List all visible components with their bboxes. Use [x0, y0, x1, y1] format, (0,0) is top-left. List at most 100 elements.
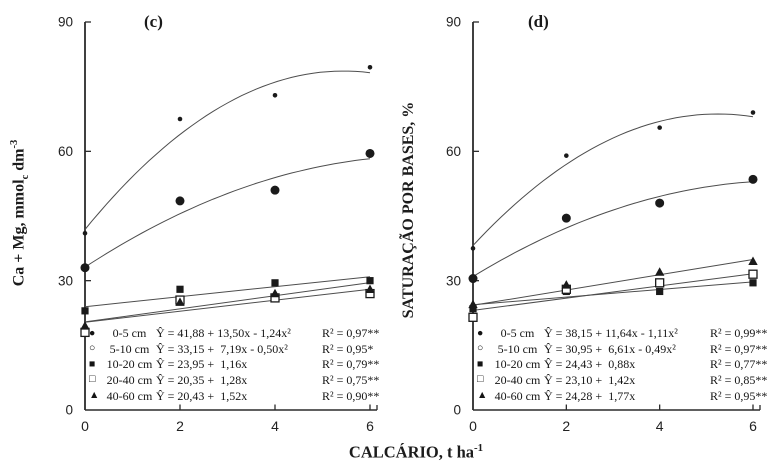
regression-line-20-40cm — [84, 288, 371, 323]
legend-depth-label: 40-60 cm — [494, 388, 541, 403]
panel-label-d: (d) — [528, 12, 549, 31]
legend-equation: Ŷ = 38,15 + 11,64x - 1,11x² — [544, 326, 678, 341]
legend-row-20-40cm: □ 20-40 cm Ŷ = 23,10 + 1,42x R² = 0,85** — [477, 373, 767, 389]
data-point-0-5cm — [470, 246, 476, 251]
data-point-0-5cm — [750, 110, 756, 115]
legend-marker-icon: ● — [89, 327, 96, 339]
legend-depth-label: 0-5 cm — [112, 326, 147, 341]
y-axis-title-d: SATURAÇÃO POR BASES, % — [400, 101, 417, 319]
x-tick-label: 2 — [562, 418, 570, 434]
data-point-5-10cm — [748, 174, 758, 184]
legend-d: ● 0-5 cm Ŷ = 38,15 + 11,64x - 1,11x² R² = 0… — [477, 326, 767, 404]
legend-equation: Ŷ = 20,43 + 1,52x — [156, 388, 248, 403]
data-point-10-20cm — [366, 277, 374, 285]
legend-depth-label: 0-5 cm — [500, 326, 535, 341]
legend-row-10-20cm: ■ 10-20 cm Ŷ = 23,95 + 1,16x R² = 0,79** — [89, 357, 379, 373]
legend-marker-icon: ▲ — [89, 389, 100, 401]
legend-marker-icon: ○ — [89, 343, 96, 355]
data-point-10-20cm — [469, 305, 477, 313]
legend-r2: R² = 0,85** — [710, 373, 768, 388]
legend-depth-label: 20-40 cm — [494, 373, 541, 388]
y-tick-label: 90 — [446, 15, 461, 30]
y-tick-label: 90 — [58, 15, 73, 30]
legend-row-0-5cm: ● 0-5 cm Ŷ = 38,15 + 11,64x - 1,11x² R² = 0… — [477, 326, 767, 342]
legend-r2: R² = 0,95** — [710, 388, 768, 403]
data-point-0-5cm — [657, 125, 662, 130]
legend-marker-icon: ▲ — [477, 389, 488, 401]
legend-equation: Ŷ = 30,95 + 6,61x - 0,49x² — [544, 341, 676, 356]
legend-depth-label: 40-60 cm — [106, 388, 153, 403]
x-tick-label: 6 — [366, 418, 374, 434]
regression-line-10-20cm — [472, 281, 754, 306]
regression-line-0-5cm — [472, 113, 754, 246]
legend-depth-label: 5-10 cm — [109, 341, 150, 356]
y-axis-title-c: Ca + Mg, mmolc dm-3 — [9, 139, 31, 287]
y-tick-label: 30 — [446, 273, 461, 288]
data-point-0-5cm — [82, 230, 88, 236]
legend-r2: R² = 0,95* — [322, 341, 374, 356]
y-tick-label: 60 — [58, 144, 73, 159]
data-point-5-10cm — [80, 263, 90, 273]
legend-depth-label: 20-40 cm — [106, 373, 153, 388]
panel-label-c: (c) — [144, 12, 163, 31]
y-tick-label: 60 — [446, 144, 461, 159]
regression-line-5-10cm — [472, 181, 754, 278]
data-point-5-10cm — [561, 213, 571, 223]
data-point-40-60cm — [80, 321, 90, 330]
data-point-10-20cm — [81, 307, 89, 315]
regression-line-0-5cm — [84, 70, 371, 230]
data-point-20-40cm — [748, 269, 758, 279]
data-point-5-10cm — [365, 148, 375, 158]
x-tick-label: 6 — [749, 418, 757, 434]
data-point-0-5cm — [177, 116, 183, 122]
legend-r2: R² = 0,97** — [710, 341, 768, 356]
legend-r2: R² = 0,99** — [710, 326, 768, 341]
x-tick-label: 4 — [271, 418, 279, 434]
x-tick-label: 0 — [81, 418, 89, 434]
legend-equation: Ŷ = 24,28 + 1,77x — [544, 388, 636, 403]
legend-r2: R² = 0,79** — [322, 357, 380, 372]
data-point-20-40cm — [468, 312, 478, 322]
data-point-40-60cm — [748, 256, 758, 265]
data-point-5-10cm — [175, 196, 185, 206]
data-point-5-10cm — [270, 185, 280, 195]
legend-equation: Ŷ = 20,35 + 1,28x — [156, 373, 248, 388]
data-point-10-20cm — [656, 287, 664, 296]
legend-marker-icon: □ — [89, 374, 96, 386]
data-point-10-20cm — [749, 279, 757, 287]
legend-depth-label: 10-20 cm — [494, 357, 541, 372]
legend-row-40-60cm: ▲ 40-60 cm Ŷ = 20,43 + 1,52x R² = 0,90** — [89, 388, 379, 404]
data-point-10-20cm — [271, 279, 279, 287]
legend-equation: Ŷ = 23,95 + 1,16x — [156, 357, 248, 372]
data-point-40-60cm — [270, 288, 280, 298]
data-point-10-20cm — [176, 285, 184, 293]
legend-equation: Ŷ = 41,88 + 13,50x - 1,24x² — [156, 326, 291, 341]
data-point-5-10cm — [468, 274, 478, 284]
data-point-40-60cm — [175, 297, 185, 306]
legend-r2: R² = 0,77** — [710, 357, 768, 372]
data-point-20-40cm — [655, 278, 665, 288]
data-point-0-5cm — [564, 153, 569, 158]
data-point-0-5cm — [367, 64, 373, 70]
data-point-40-60cm — [365, 284, 375, 293]
y-tick-label: 0 — [65, 403, 73, 418]
data-point-40-60cm — [561, 280, 572, 289]
legend-row-0-5cm: ● 0-5 cm Ŷ = 41,88 + 13,50x - 1,24x² R² = 0… — [89, 326, 379, 342]
legend-marker-icon: ○ — [477, 343, 484, 355]
regression-line-5-10cm — [84, 158, 371, 268]
y-tick-label: 0 — [453, 403, 461, 418]
legend-marker-icon: □ — [477, 374, 484, 386]
legend-row-20-40cm: □ 20-40 cm Ŷ = 20,35 + 1,28x R² = 0,75** — [89, 373, 379, 389]
legend-equation: Ŷ = 33,15 + 7,19x - 0,50x² — [156, 341, 288, 356]
legend-row-5-10cm: ○ 5-10 cm Ŷ = 33,15 + 7,19x - 0,50x² R² = 0… — [89, 342, 379, 358]
legend-equation: Ŷ = 24,43 + 0,88x — [544, 357, 636, 372]
legend-c: ● 0-5 cm Ŷ = 41,88 + 13,50x - 1,24x² R² = 0… — [89, 326, 379, 404]
legend-r2: R² = 0,90** — [322, 388, 380, 403]
data-point-40-60cm — [654, 267, 665, 276]
data-point-5-10cm — [655, 198, 665, 208]
regression-line-40-60cm — [472, 259, 754, 306]
x-tick-label: 4 — [656, 418, 664, 434]
x-tick-label: 2 — [176, 418, 184, 434]
